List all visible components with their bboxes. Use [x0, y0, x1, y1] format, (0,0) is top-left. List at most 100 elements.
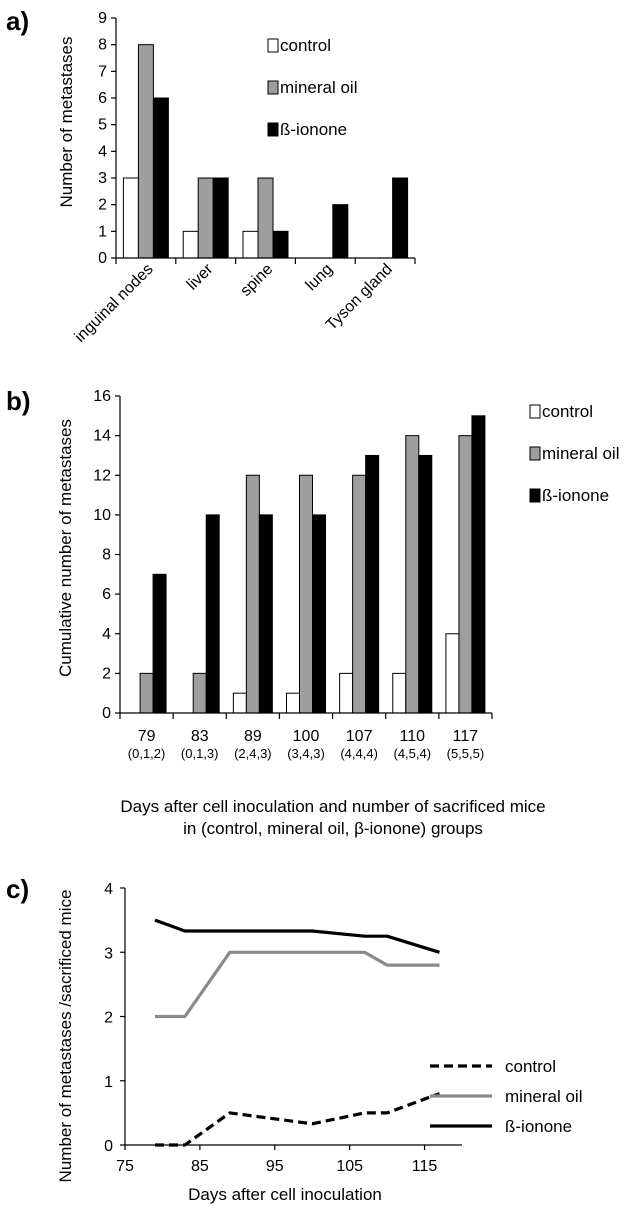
panel-c-xlabel: Days after cell inoculation [188, 1185, 382, 1204]
x-category-label: spine [237, 261, 276, 300]
bar-ionone-3 [312, 514, 326, 714]
bar-ionone-4 [392, 177, 409, 259]
bar-ionone-0 [152, 97, 169, 259]
y-tick-label: 6 [102, 586, 111, 603]
x-category-label: 117 [453, 728, 479, 745]
y-tick-label: 4 [104, 881, 113, 898]
line-ionone [154, 918, 440, 954]
x-subcategory-label: (0,1,2) [128, 746, 166, 761]
y-tick-label: 2 [104, 1010, 113, 1027]
x-tick-label: 105 [336, 1158, 363, 1175]
panel-a-ylabel: Number of metastases [57, 36, 76, 207]
panel-b-ylabel: Cumulative number of metastases [56, 419, 75, 677]
legend-swatch-ionone [267, 122, 279, 137]
bar-control-0 [122, 177, 139, 259]
x-category-label: lung [303, 261, 336, 294]
bar-control-2 [232, 692, 247, 714]
x-category-label: 79 [138, 728, 156, 745]
x-subcategory-label: (3,4,3) [287, 746, 325, 761]
panel-c-lines [154, 918, 441, 1147]
bar-ionone-2 [272, 230, 289, 259]
panel-c-axes: 0 1 2 3 4 75 85 95 105 115 [104, 881, 462, 1175]
legend-label: mineral oil [505, 1087, 582, 1106]
legend-label: ß-ionone [280, 120, 347, 139]
panel-b-legend: control mineral oil ß-ionone [529, 402, 619, 505]
bar-mineraloil-1 [192, 672, 207, 714]
bar-ionone-4 [365, 454, 380, 714]
x-category-label: 89 [244, 728, 262, 745]
bar-mineraloil-1 [197, 177, 214, 259]
legend-label: mineral oil [542, 444, 619, 463]
y-tick-label: 8 [98, 37, 107, 54]
bar-control-2 [242, 230, 259, 259]
x-category-label: 107 [346, 728, 373, 745]
legend-swatch-mineraloil [267, 80, 279, 95]
bar-ionone-0 [152, 573, 167, 714]
bar-ionone-2 [258, 514, 273, 714]
x-tick-label: 85 [191, 1158, 209, 1175]
y-tick-label: 0 [104, 1138, 113, 1155]
panel-b-y-axis: 0 2 4 6 8 10 12 14 16 [93, 388, 121, 722]
y-tick-label: 0 [98, 250, 107, 267]
panel-a-legend: control mineral oil ß-ionone [267, 36, 357, 139]
panel-b-xlabel-line2: in (control, mineral oil, β-ionone) grou… [183, 819, 483, 838]
bar-ionone-1 [205, 514, 220, 714]
x-subcategory-label: (4,4,4) [340, 746, 378, 761]
legend-label: ß-ionone [505, 1117, 572, 1136]
x-tick-label: 95 [266, 1158, 284, 1175]
panel-b-x-axis: 79(0,1,2) 83(0,1,3) 89(2,4,3) 100(3,4,3) 107… [119, 712, 493, 761]
legend-label: control [280, 36, 331, 55]
bar-ionone-3 [332, 204, 349, 259]
legend-label: control [542, 402, 593, 421]
y-tick-label: 3 [104, 945, 113, 962]
bar-control-6 [445, 633, 460, 714]
y-tick-label: 7 [98, 63, 107, 80]
panel-b-xlabel-line1: Days after cell inoculation and number o… [120, 797, 545, 816]
bar-mineraloil-4 [352, 474, 367, 714]
y-tick-label: 4 [102, 626, 111, 643]
legend-swatch-control [267, 38, 279, 53]
panel-a-bars [122, 44, 409, 259]
bar-mineraloil-6 [458, 435, 473, 714]
x-category-label: 110 [400, 728, 426, 745]
bar-mineraloil-2 [245, 474, 260, 714]
x-category-label: liver [184, 260, 217, 293]
bar-control-3 [286, 692, 300, 714]
bar-mineraloil-5 [405, 435, 420, 714]
panel-a-letter: a) [6, 6, 29, 36]
legend-swatch-ionone [529, 488, 541, 503]
y-tick-label: 16 [93, 388, 111, 405]
legend-swatch-control [529, 404, 541, 419]
bar-control-5 [392, 672, 407, 714]
y-tick-label: 5 [98, 117, 107, 134]
legend-label: mineral oil [280, 78, 357, 97]
x-category-label: 100 [293, 728, 320, 745]
x-tick-label: 115 [412, 1158, 438, 1175]
bar-control-1 [182, 230, 199, 259]
panel-c-letter: c) [6, 874, 29, 904]
y-tick-label: 0 [102, 705, 111, 722]
legend-label: control [505, 1057, 556, 1076]
y-tick-label: 6 [98, 90, 107, 107]
bar-ionone-5 [418, 454, 433, 714]
y-tick-label: 12 [93, 467, 111, 484]
line-control [155, 1092, 441, 1147]
line-mineraloil [155, 950, 440, 1019]
panel-a-y-axis: 0 1 2 3 4 5 6 7 8 9 [98, 10, 117, 267]
bar-mineraloil-2 [257, 177, 274, 259]
x-subcategory-label: (5,5,5) [447, 746, 485, 761]
y-tick-label: 2 [98, 197, 107, 214]
x-tick-label: 75 [116, 1158, 134, 1175]
y-tick-label: 9 [98, 10, 107, 27]
y-tick-label: 14 [93, 428, 111, 445]
bar-mineraloil-0 [137, 44, 154, 259]
x-subcategory-label: (4,5,4) [393, 746, 431, 761]
panel-c-ylabel: Number of metastases /sacrificed mice [56, 890, 75, 1183]
bar-ionone-1 [212, 177, 229, 259]
x-category-label: inguinal nodes [72, 261, 157, 346]
legend-swatch-mineraloil [529, 446, 541, 461]
y-tick-label: 1 [104, 1074, 113, 1091]
